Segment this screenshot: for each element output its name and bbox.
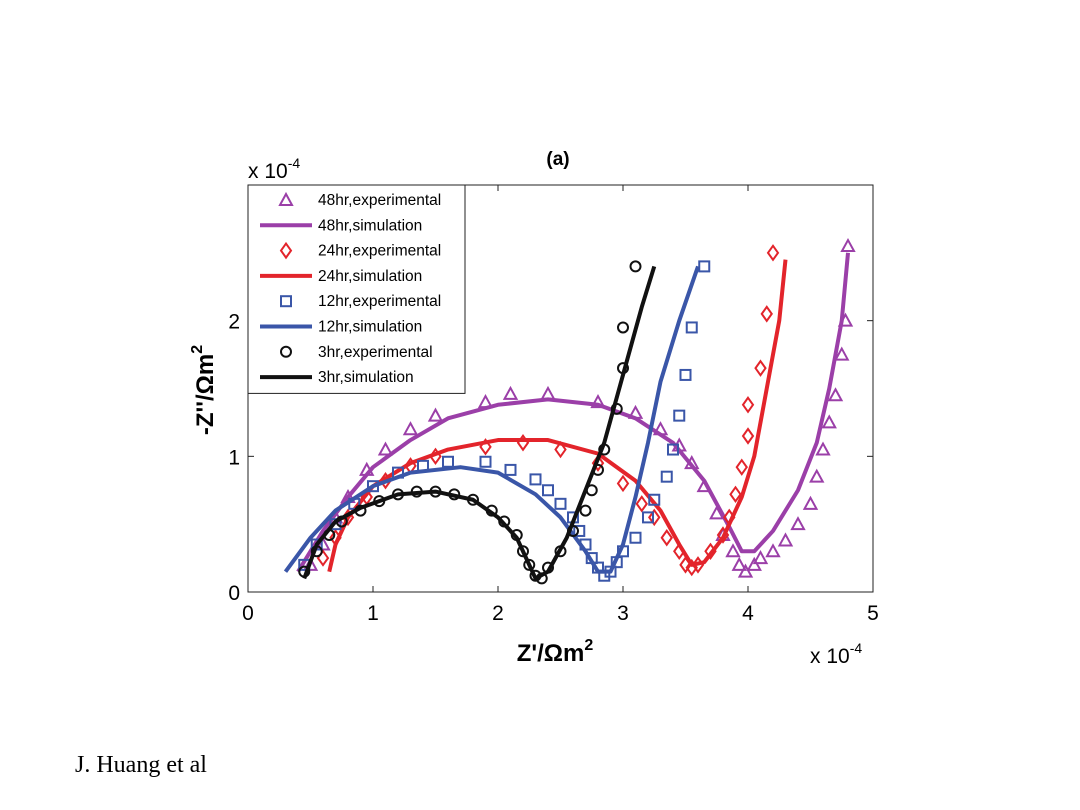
marker-triangle — [590, 393, 606, 409]
marker-triangle — [725, 543, 741, 558]
marker-square — [554, 497, 567, 510]
marker-diamond — [741, 396, 755, 414]
simulation-line — [302, 265, 657, 581]
legend-label: 3hr,experimental — [318, 344, 433, 361]
legend-label: 24hr,simulation — [318, 268, 422, 285]
marker-triangle — [502, 385, 519, 400]
marker-circle — [579, 504, 592, 517]
marker-circle — [629, 260, 642, 273]
marker-square — [667, 443, 679, 456]
x-tick-label: 2 — [492, 602, 504, 625]
marker-triangle — [278, 191, 294, 206]
marker-diamond — [554, 440, 567, 459]
marker-triangle — [765, 543, 781, 558]
marker-square — [280, 295, 292, 308]
y-tick-label: 0 — [228, 582, 240, 605]
x-offset: x 10-4 — [810, 640, 862, 668]
marker-square — [648, 493, 661, 506]
marker-triangle — [802, 495, 819, 510]
marker-diamond — [648, 508, 661, 527]
marker-diamond — [735, 458, 748, 476]
simulation-line — [283, 265, 700, 574]
y-offset: x 10-4 — [248, 155, 300, 183]
marker-triangle — [815, 441, 831, 456]
marker-diamond — [766, 244, 780, 262]
marker-triangle — [377, 441, 394, 456]
marker-triangle — [402, 421, 419, 436]
chart-title: (a) — [546, 149, 569, 170]
legend-label: 12hr,simulation — [318, 319, 422, 336]
marker-square — [629, 531, 642, 544]
x-axis-label-text: Z'/Ωm — [517, 640, 585, 667]
marker-triangle — [752, 549, 769, 565]
marker-triangle — [840, 237, 856, 253]
x-tick-label: 0 — [242, 602, 254, 625]
x-axis-label: Z'/Ωm2 — [517, 637, 594, 667]
y-axis-label-sup: 2 — [189, 345, 206, 354]
footer: J. Huang et al — [75, 752, 207, 778]
marker-triangle — [790, 516, 806, 531]
marker-square — [673, 409, 686, 422]
marker-diamond — [635, 495, 648, 513]
marker-diamond — [279, 241, 293, 260]
marker-circle — [280, 345, 292, 358]
marker-square — [504, 463, 517, 476]
marker-square — [329, 518, 342, 531]
marker-square — [573, 524, 586, 537]
legend-label: 3hr,simulation — [318, 369, 414, 386]
y-tick-label: 1 — [228, 446, 240, 469]
y-tick-label: 2 — [228, 311, 240, 334]
x-tick-label: 3 — [617, 602, 629, 625]
marker-square — [442, 455, 454, 468]
marker-diamond — [660, 529, 673, 547]
y-offset-text: x 10 — [248, 160, 288, 183]
marker-square — [698, 260, 711, 273]
marker-triangle — [827, 387, 844, 402]
marker-triangle — [731, 556, 747, 571]
marker-square — [479, 455, 492, 468]
legend-label: 12hr,experimental — [318, 293, 441, 310]
marker-diamond — [760, 305, 773, 323]
marker-triangle — [809, 468, 825, 483]
y-offset-sup: -4 — [288, 155, 301, 171]
y-axis-label: -Z''/Ωm2 — [189, 345, 219, 435]
marker-circle — [523, 558, 536, 571]
marker-diamond — [591, 454, 605, 472]
marker-diamond — [516, 434, 530, 452]
marker-diamond — [316, 549, 330, 567]
marker-triangle — [746, 556, 762, 571]
marker-triangle — [737, 563, 754, 578]
x-tick-label: 5 — [867, 602, 879, 625]
simulation-line — [296, 252, 850, 573]
marker-square — [642, 511, 654, 524]
marker-square — [679, 368, 692, 381]
x-offset-text: x 10 — [810, 645, 850, 668]
marker-diamond — [754, 359, 767, 377]
x-axis-label-sup: 2 — [584, 637, 593, 654]
x-offset-sup: -4 — [850, 640, 863, 656]
marker-square — [660, 470, 673, 483]
y-axis-label-text: -Z''/Ωm — [192, 354, 219, 435]
marker-square — [542, 484, 554, 497]
marker-circle — [517, 545, 529, 558]
x-tick-label: 1 — [367, 602, 379, 625]
marker-square — [529, 473, 542, 486]
marker-triangle — [834, 346, 850, 361]
legend-label: 48hr,experimental — [318, 192, 441, 209]
marker-triangle — [821, 414, 837, 429]
marker-diamond — [729, 485, 742, 504]
legend-label: 24hr,experimental — [318, 243, 441, 260]
x-tick-label: 4 — [742, 602, 754, 625]
marker-triangle — [427, 407, 444, 422]
marker-square — [685, 321, 698, 334]
legend-box — [247, 184, 466, 394]
legend-label: 48hr,simulation — [318, 217, 422, 234]
marker-triangle — [540, 385, 556, 400]
marker-triangle — [777, 532, 794, 547]
marker-circle — [617, 321, 629, 334]
marker-diamond — [741, 427, 755, 445]
marker-diamond — [616, 474, 630, 493]
